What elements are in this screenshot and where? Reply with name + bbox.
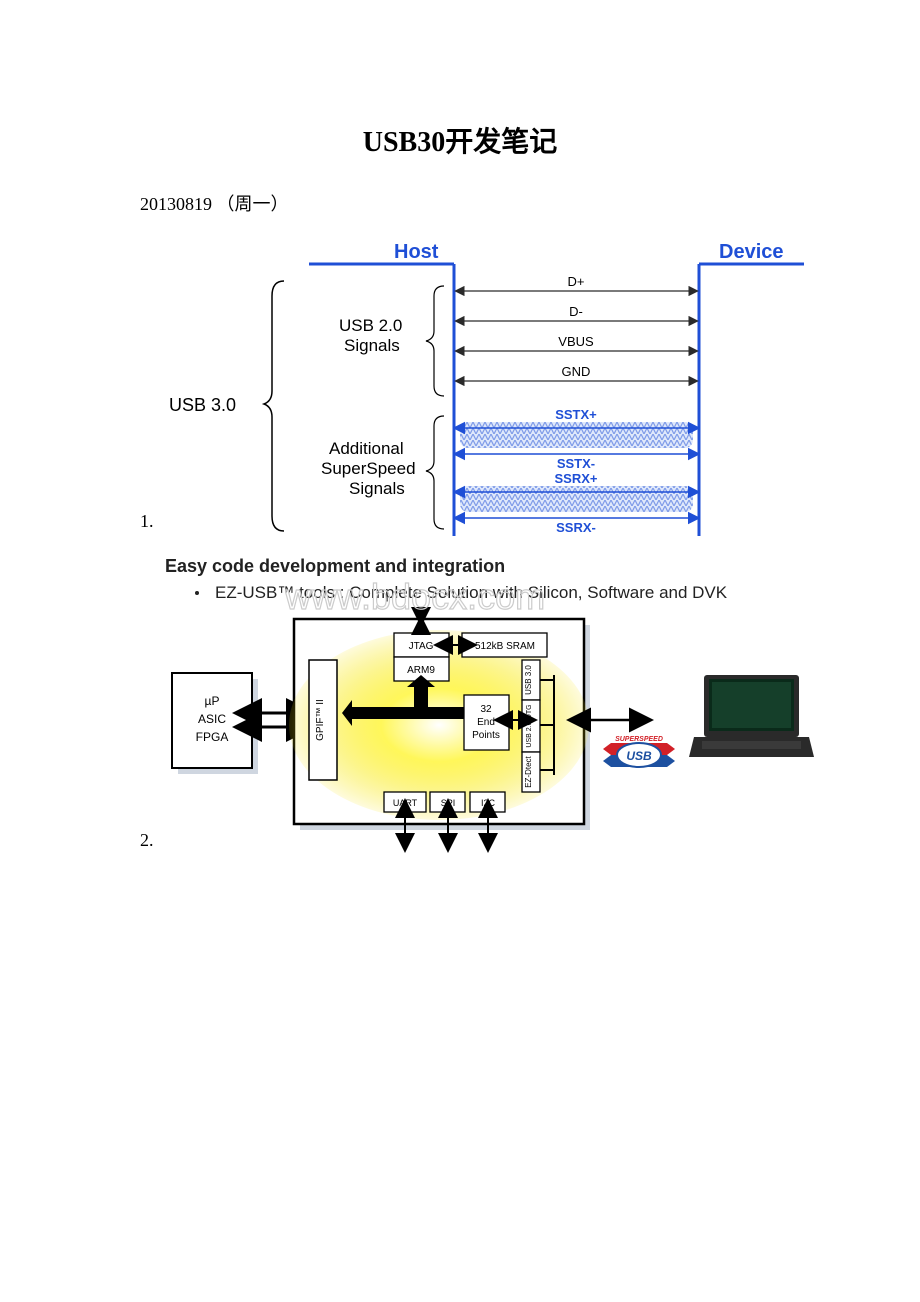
ss-group-label-3: Signals: [349, 479, 405, 498]
usb-logo: SUPERSPEED USB: [603, 736, 675, 767]
signal-dplus: D+: [567, 274, 584, 289]
page: USB30开发笔记 20130819 （周一） 1. Host Device U…: [0, 0, 920, 905]
laptop-icon: [689, 675, 814, 757]
ss-group-label-1: Additional: [329, 439, 404, 458]
ep-3: Points: [472, 730, 500, 741]
side-ezdtect: EZ-Dtect: [524, 755, 533, 787]
signal-sstxm: SSTX-: [556, 456, 594, 471]
device-label: Device: [719, 241, 784, 263]
figure-1-number: 1.: [140, 511, 154, 536]
ep-1: 32: [480, 704, 492, 715]
sram-label: 512kB SRAM: [474, 641, 534, 652]
watermark-text: www.bdocx.com: [285, 576, 545, 617]
signal-dminus: D-: [569, 304, 583, 319]
date-line: 20130819 （周一）: [70, 190, 850, 216]
gpif-label: GPIF™ II: [315, 699, 326, 741]
signal-sstxp: SSTX+: [555, 407, 597, 422]
side-usb20: USB 2.0 OTG: [526, 704, 533, 747]
bus-spi: SPI: [440, 798, 455, 808]
ss-group-label-2: SuperSpeed: [321, 459, 416, 478]
ep-2: End: [477, 717, 495, 728]
side-usb30: USB 3.0: [524, 665, 533, 695]
host-label: Host: [394, 241, 439, 263]
signal-ssrxm: SSRX-: [556, 520, 596, 535]
usb30-label: USB 3.0: [169, 395, 236, 415]
left-block-1: µP: [204, 694, 219, 708]
figure-1-row: 1. Host Device USB 3.0 USB 2.0 Signals A…: [70, 236, 850, 536]
usb20-signals: D+ D- VBUS GND: [462, 274, 691, 381]
usb-logo-main: USB: [626, 749, 652, 763]
watermark: www.bdocx.com: [165, 595, 850, 625]
usb20-group-label-2: Signals: [344, 336, 400, 355]
figure-2-row: 2. µP ASIC FPGA: [70, 605, 850, 855]
usb-signals-diagram: Host Device USB 3.0 USB 2.0 Signals Addi…: [164, 236, 804, 536]
ss-signals: SSTX+ SSTX- SSRX+ SSRX-: [460, 407, 693, 535]
signal-ssrxp: SSRX+: [554, 471, 597, 486]
fx3-block-diagram: µP ASIC FPGA GPIF™ II JTAG ARM9 512kB SR: [164, 605, 814, 855]
jtag-label: JTAG: [408, 641, 433, 652]
left-block-2: ASIC: [197, 712, 225, 726]
section-2: Easy code development and integration EZ…: [70, 556, 850, 625]
page-title: USB30开发笔记: [70, 120, 850, 160]
arm9-label: ARM9: [407, 665, 435, 676]
left-block-3: FPGA: [195, 730, 228, 744]
usb20-group-label-1: USB 2.0: [339, 316, 402, 335]
figure-2-number: 2.: [140, 830, 154, 855]
bus-i2c: I2C: [480, 798, 495, 808]
signal-vbus: VBUS: [558, 334, 594, 349]
signal-gnd: GND: [561, 364, 590, 379]
bus-uart: UART: [392, 798, 417, 808]
usb-logo-top: SUPERSPEED: [615, 736, 663, 743]
